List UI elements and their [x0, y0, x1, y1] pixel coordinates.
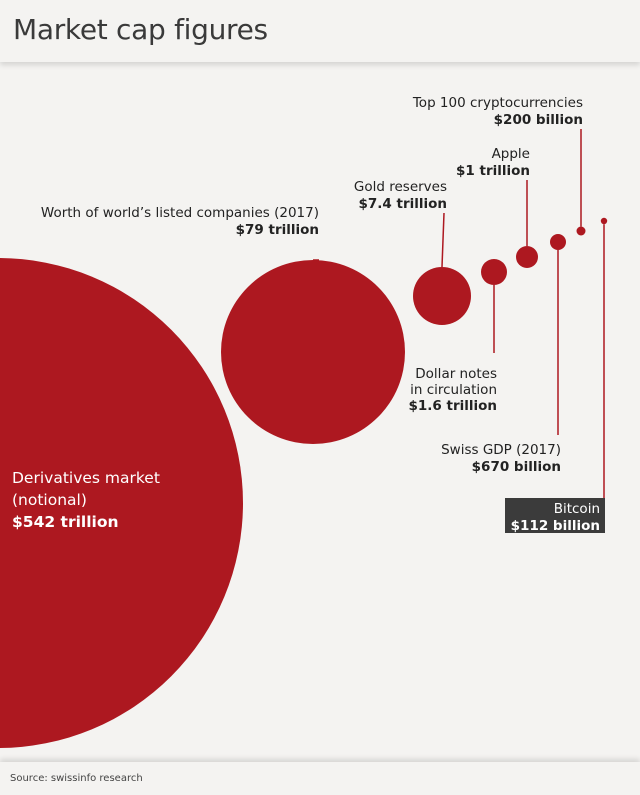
bubble-4	[516, 246, 538, 268]
bubble-label-7-line-0: Bitcoin	[554, 501, 600, 517]
bubble-value-1: $79 trillion	[236, 222, 319, 238]
bubble-3	[481, 259, 507, 285]
bubble-value-5: $670 billion	[472, 459, 561, 475]
bubble-value-2: $7.4 trillion	[358, 196, 447, 212]
bubble-label-3-line-0: Dollar notes	[415, 366, 497, 382]
header-bar: Market cap figures	[0, 0, 640, 62]
bubble-label-3-line-1: in circulation	[410, 382, 497, 398]
bubble-label-2-line-0: Gold reserves	[354, 179, 447, 195]
bubble-7	[600, 217, 608, 225]
bubble-label-0-line-1: (notional)	[12, 491, 87, 509]
bubble-6	[576, 226, 586, 236]
bubble-0	[0, 258, 243, 748]
bubble-value-4: $1 trillion	[456, 163, 530, 179]
bubble-label-0-line-0: Derivatives market	[12, 469, 160, 487]
highlight-box	[505, 498, 605, 533]
footer-bar: Source: swissinfo research	[0, 762, 640, 795]
bubble-label-5-line-0: Swiss GDP (2017)	[441, 442, 561, 458]
bubble-value-0: $542 trillion	[12, 513, 119, 531]
bubble-label-4-line-0: Apple	[492, 146, 530, 162]
source-note: Source: swissinfo research	[10, 773, 143, 784]
bubble-1	[221, 260, 405, 444]
bubble-label-6-line-0: Top 100 cryptocurrencies	[412, 95, 583, 111]
bubble-value-3: $1.6 trillion	[408, 398, 497, 414]
page-title: Market cap figures	[13, 13, 268, 46]
bubble-value-7: $112 billion	[511, 518, 600, 534]
leader-line-2	[441, 212, 445, 268]
bubble-label-1-line-0: Worth of world’s listed companies (2017)	[41, 205, 319, 221]
bubble-5	[550, 234, 566, 250]
bubble-2	[413, 267, 471, 325]
bubble-value-6: $200 billion	[494, 112, 583, 128]
